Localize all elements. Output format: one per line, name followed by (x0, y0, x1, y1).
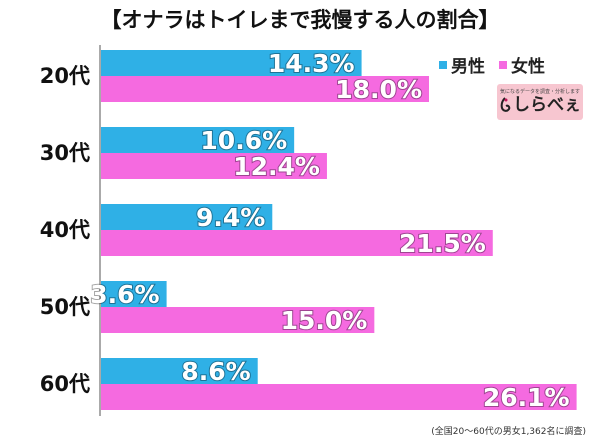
bar-female (101, 384, 577, 410)
legend-label-male: 男性 (451, 57, 485, 77)
logo-tagline: 気になるデータを調査・分析します (499, 89, 580, 95)
bar-male (101, 358, 258, 384)
legend-label-female: 女性 (511, 57, 545, 77)
category-label: 40代 (40, 218, 90, 242)
logo-mark-icon (500, 97, 511, 112)
legend-item-female: 女性 (499, 52, 545, 77)
bar-label-female: 15.0% (281, 306, 368, 335)
bar-female (101, 76, 429, 102)
shirabee-logo: 気になるデータを調査・分析します しらべぇ (497, 84, 583, 120)
logo-text: しらべぇ (499, 95, 581, 115)
bar-label-male: 3.6% (90, 280, 159, 309)
bar-label-male: 8.6% (181, 357, 250, 386)
bar-label-female: 18.0% (335, 75, 422, 104)
bar-male (101, 281, 167, 307)
category-label: 50代 (40, 295, 90, 319)
bar-female (101, 230, 493, 256)
logo-name: しらべぇ (513, 95, 581, 115)
bar-male (101, 127, 295, 153)
category-label: 60代 (40, 372, 90, 396)
bar-label-female: 26.1% (483, 383, 570, 412)
bar-label-male: 14.3% (268, 49, 355, 78)
bar-label-male: 9.4% (196, 203, 265, 232)
legend: 男性 女性 (439, 52, 545, 77)
bar-male (101, 50, 362, 76)
bar-label-female: 12.4% (233, 152, 320, 181)
category-label: 30代 (40, 141, 90, 165)
bar-label-female: 21.5% (399, 229, 486, 258)
legend-swatch-male (439, 60, 447, 69)
category-label: 20代 (40, 64, 90, 88)
bar-male (101, 204, 273, 230)
bar-label-male: 10.6% (200, 126, 287, 155)
footnote: (全国20～60代の男女1,362名に調査) (431, 427, 586, 437)
legend-swatch-female (499, 60, 507, 69)
bar-female (101, 153, 327, 179)
bar-female (101, 307, 375, 333)
chart-title: 【オナラはトイレまで我慢する人の割合】 (100, 8, 500, 32)
legend-item-male: 男性 (439, 52, 485, 77)
